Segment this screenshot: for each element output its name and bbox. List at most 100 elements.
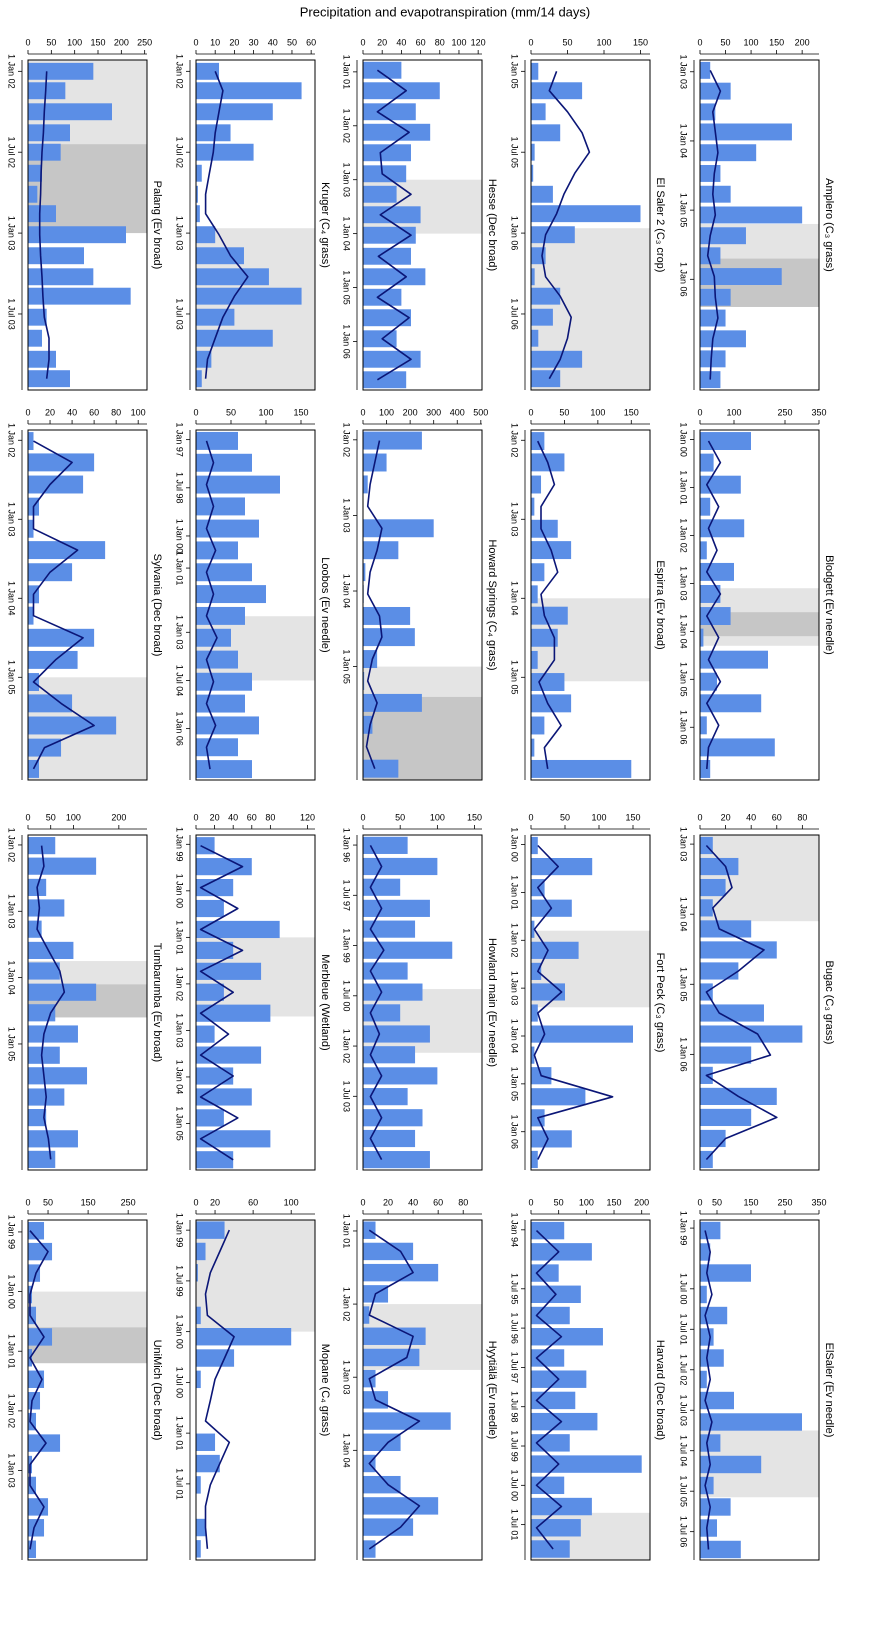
panel-title: Hesse (Dec broad) [486, 179, 498, 271]
value-tick-label: 100 [258, 407, 273, 417]
precipitation-bar [196, 62, 220, 80]
precipitation-bar [700, 453, 714, 472]
precipitation-bar [196, 1518, 206, 1537]
precipitation-bar [700, 519, 745, 538]
plot-frame [530, 429, 651, 781]
shaded-period [700, 835, 819, 922]
time-tick-label: 1 Jan 00 [679, 422, 689, 457]
precipitation-bar [196, 453, 252, 472]
time-tick-label: 1 Jan 04 [679, 897, 689, 932]
precipitation-bar [28, 857, 97, 875]
panel-title: Mopane (C₄ grass) [319, 1344, 331, 1437]
precipitation-bar [363, 1242, 414, 1261]
value-tick-label: 20 [210, 812, 220, 822]
time-tick-label: 1 Jan 01 [342, 1214, 352, 1249]
precipitation-bar [28, 453, 95, 472]
value-tick-label: 350 [811, 1197, 826, 1207]
time-tick-label: 1 Jan 02 [342, 423, 352, 458]
value-tick-label: 40 [746, 812, 756, 822]
panel-title: Howard Springs (C₄ grass) [486, 539, 498, 670]
precipitation-bar [700, 1306, 728, 1325]
plot-frame [699, 59, 820, 391]
value-tick-label: 350 [811, 407, 826, 417]
precipitation-bar [531, 1150, 538, 1169]
panel-title: Espirra (Ev broad) [654, 560, 666, 649]
value-tick-label: 100 [451, 37, 466, 47]
time-tick-label: 1 Jan 06 [510, 1114, 520, 1149]
plot-frame [362, 1219, 483, 1561]
time-tick-label: 1 Jan 03 [7, 216, 17, 251]
panel: 0 50 100 150 1 Jan 05 1 Jul 05 1 Jan 06 1 Jul 0… [510, 37, 666, 391]
precipitation-bar [28, 164, 42, 182]
precipitation-bar [196, 1433, 216, 1451]
precipitation-bar [28, 519, 34, 538]
precipitation-bar [700, 628, 704, 647]
time-tick-label: 1 Jan 01 [510, 875, 520, 910]
precipitation-bar [700, 1540, 741, 1559]
precipitation-bar [531, 350, 583, 368]
time-tick-label: 1 Jul 99 [175, 1265, 185, 1297]
precipitation-bar [363, 1109, 423, 1127]
time-tick-label: 1 Jan 94 [510, 1213, 520, 1248]
time-tick-label: 1 Jul 00 [175, 1367, 185, 1399]
precipitation-bar [196, 716, 259, 735]
precipitation-bar [363, 371, 407, 389]
precipitation-bar [28, 1109, 47, 1127]
time-tick-label: 1 Jan 04 [679, 614, 689, 649]
precipitation-bar [700, 432, 751, 450]
time-tick-label: 1 Jan 99 [7, 1215, 17, 1250]
value-tick-label: 150 [624, 407, 639, 417]
precipitation-bar [531, 983, 565, 1001]
value-tick-label: 80 [435, 37, 445, 47]
time-tick-label: 1 Jul 01 [175, 1468, 185, 1500]
evapotranspiration-line [38, 71, 50, 379]
time-tick-label: 1 Jan 05 [510, 660, 520, 695]
value-tick-label: 100 [430, 812, 445, 822]
precipitation-bar [700, 1004, 764, 1022]
time-tick-label: 1 Jan 99 [175, 1213, 185, 1248]
precipitation-bar [700, 541, 707, 560]
value-tick-label: 20 [721, 812, 731, 822]
precipitation-bar [531, 694, 572, 713]
evapotranspiration-line [706, 440, 722, 770]
precipitation-bar [28, 716, 117, 735]
precipitation-bar [363, 288, 402, 306]
value-tick-label: 0 [528, 1197, 533, 1207]
precipitation-bar [363, 309, 411, 327]
precipitation-bar [700, 672, 717, 691]
precipitation-bar [700, 694, 762, 713]
precipitation-bar [196, 329, 273, 347]
panel: 0 50 100 150 200 1 Jan 94 1 Jul 95 1 Jul 96 1 Ju… [510, 1197, 666, 1561]
time-tick-label: 1 Jul 99 [510, 1430, 520, 1462]
precipitation-bar [28, 475, 84, 494]
precipitation-bar [363, 206, 421, 224]
value-tick-label: 150 [769, 37, 784, 47]
precipitation-bar [363, 226, 416, 244]
time-tick-label: 1 Jan 04 [342, 216, 352, 251]
precipitation-bar [363, 82, 440, 100]
time-tick-label: 1 Jan 03 [679, 827, 689, 862]
precipitation-bar [196, 1109, 224, 1127]
evapotranspiration-line [29, 1230, 49, 1550]
time-tick-label: 1 Jan 05 [175, 1106, 185, 1141]
precipitation-bar [363, 1151, 430, 1169]
plot-frame [362, 59, 483, 391]
precipitation-bar [531, 226, 575, 244]
precipitation-bar [700, 716, 707, 735]
plot-frame [699, 1219, 820, 1561]
time-tick-label: 1 Jan 04 [679, 124, 689, 159]
time-tick-label: 1 Jan 05 [679, 662, 689, 697]
value-tick-label: 40 [396, 37, 406, 47]
panel: 0 20 40 60 80 120 1 Jan 99 1 Jan 00 1 Jan 01 1 Ja… [175, 812, 331, 1171]
precipitation-bar [196, 920, 280, 939]
precipitation-bar [531, 738, 535, 757]
value-tick-label: 0 [25, 407, 30, 417]
time-tick-label: 1 Jan 04 [7, 581, 17, 616]
time-tick-label: 1 Jul 05 [679, 1475, 689, 1507]
precipitation-bar [28, 350, 56, 368]
precipitation-bar [28, 650, 78, 669]
precipitation-bar [196, 1046, 262, 1064]
precipitation-bar [700, 1370, 707, 1389]
evapotranspiration-line [204, 1229, 235, 1549]
